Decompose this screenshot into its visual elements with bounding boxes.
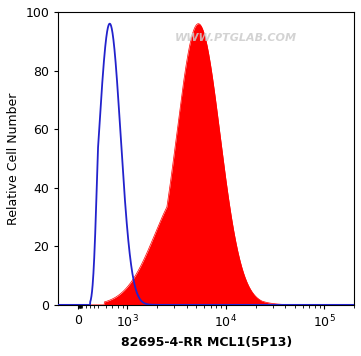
X-axis label: 82695-4-RR MCL1(5P13): 82695-4-RR MCL1(5P13): [121, 336, 292, 349]
Y-axis label: Relative Cell Number: Relative Cell Number: [7, 92, 20, 225]
Text: WWW.PTGLAB.COM: WWW.PTGLAB.COM: [175, 33, 297, 43]
